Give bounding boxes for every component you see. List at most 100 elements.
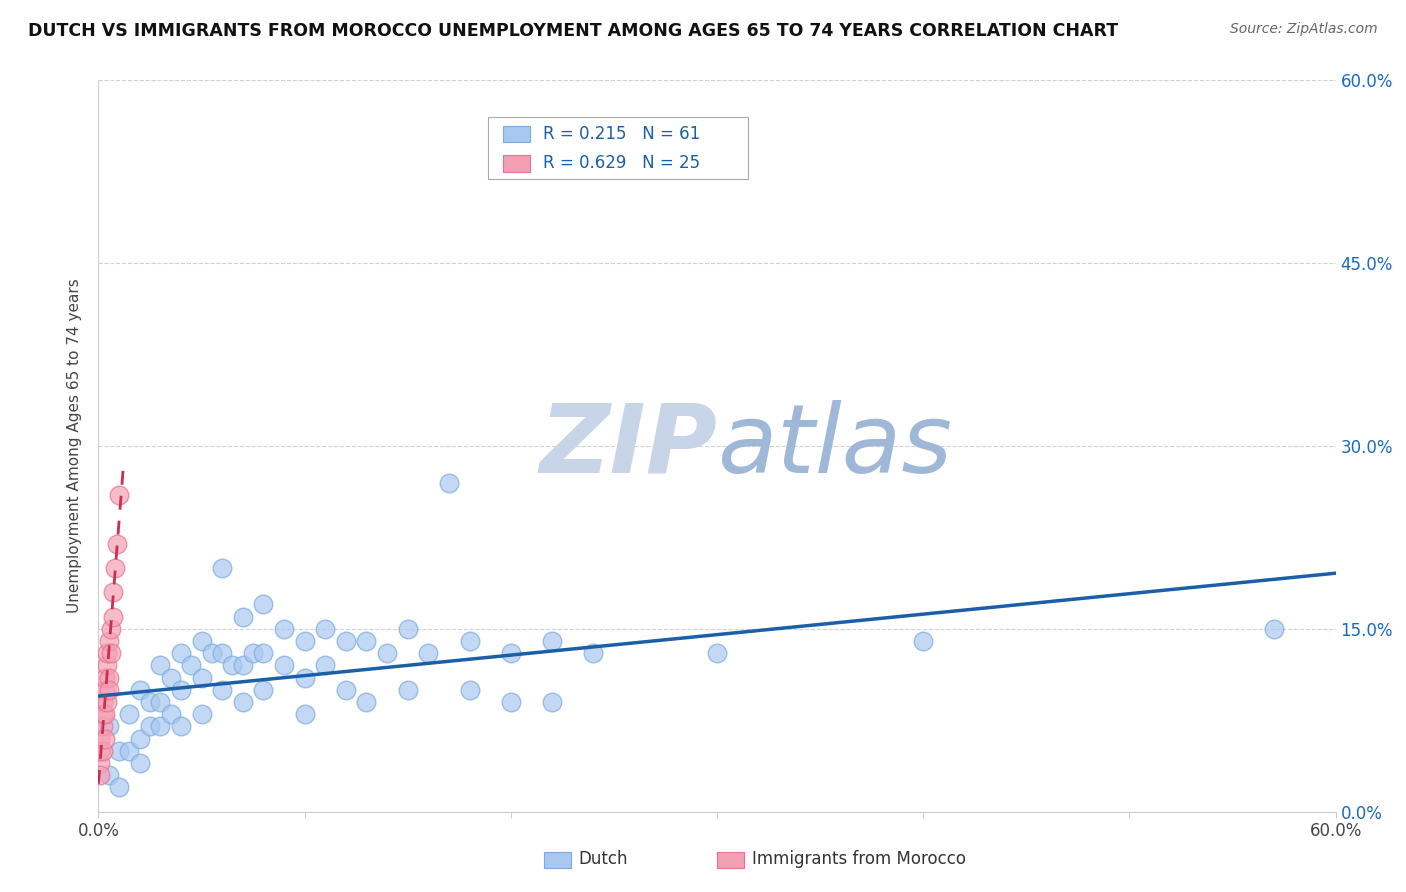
Point xyxy=(100,622,122,636)
Point xyxy=(159,707,181,722)
Point xyxy=(273,622,295,636)
Point xyxy=(104,561,127,575)
Point xyxy=(375,646,398,660)
Point xyxy=(89,744,111,758)
Point xyxy=(100,646,122,660)
Point xyxy=(458,634,481,648)
Point xyxy=(93,731,115,746)
Point xyxy=(118,707,141,722)
FancyBboxPatch shape xyxy=(488,117,748,179)
Point xyxy=(314,658,336,673)
Point xyxy=(294,707,316,722)
Bar xyxy=(503,155,530,171)
Point xyxy=(190,634,212,648)
Point xyxy=(458,682,481,697)
Point xyxy=(93,682,115,697)
Text: Source: ZipAtlas.com: Source: ZipAtlas.com xyxy=(1230,22,1378,37)
Point xyxy=(93,707,115,722)
Point xyxy=(97,719,120,733)
Point xyxy=(294,634,316,648)
Point xyxy=(128,731,150,746)
Point xyxy=(170,719,193,733)
Point xyxy=(273,658,295,673)
Point xyxy=(89,768,111,782)
Point xyxy=(252,682,274,697)
Point xyxy=(139,719,162,733)
Text: Immigrants from Morocco: Immigrants from Morocco xyxy=(752,850,966,868)
Point xyxy=(356,695,378,709)
Text: ZIP: ZIP xyxy=(538,400,717,492)
Y-axis label: Unemployment Among Ages 65 to 74 years: Unemployment Among Ages 65 to 74 years xyxy=(67,278,83,614)
Point xyxy=(294,671,316,685)
Point xyxy=(96,646,118,660)
Point xyxy=(89,731,111,746)
Point xyxy=(108,488,131,502)
Point xyxy=(170,682,193,697)
Point xyxy=(97,768,120,782)
Point xyxy=(335,634,357,648)
Point xyxy=(252,646,274,660)
Point xyxy=(96,695,118,709)
Point xyxy=(314,622,336,636)
Point xyxy=(232,695,254,709)
Point xyxy=(1263,622,1285,636)
Point xyxy=(201,646,224,660)
Text: atlas: atlas xyxy=(717,400,952,492)
Point xyxy=(252,598,274,612)
Point xyxy=(139,695,162,709)
Point xyxy=(97,682,120,697)
Point xyxy=(91,695,114,709)
Point xyxy=(128,682,150,697)
Point xyxy=(89,756,111,770)
Point xyxy=(149,719,172,733)
Point xyxy=(396,622,419,636)
Point xyxy=(232,609,254,624)
Point xyxy=(105,536,128,550)
Point xyxy=(97,671,120,685)
Point xyxy=(418,646,440,660)
Point xyxy=(912,634,935,648)
Point xyxy=(118,744,141,758)
Point xyxy=(180,658,202,673)
Point xyxy=(128,756,150,770)
Bar xyxy=(544,852,571,868)
Point xyxy=(499,646,522,660)
Point xyxy=(170,646,193,660)
Point xyxy=(706,646,728,660)
Point xyxy=(91,707,114,722)
Point xyxy=(190,707,212,722)
Point xyxy=(91,719,114,733)
Text: R = 0.215   N = 61: R = 0.215 N = 61 xyxy=(543,125,700,144)
Point xyxy=(499,695,522,709)
Text: DUTCH VS IMMIGRANTS FROM MOROCCO UNEMPLOYMENT AMONG AGES 65 TO 74 YEARS CORRELAT: DUTCH VS IMMIGRANTS FROM MOROCCO UNEMPLO… xyxy=(28,22,1118,40)
Point xyxy=(437,475,460,490)
Point xyxy=(211,561,233,575)
Point xyxy=(232,658,254,673)
Point xyxy=(101,609,124,624)
Point xyxy=(356,634,378,648)
Point xyxy=(242,646,264,660)
Point xyxy=(335,682,357,697)
Point xyxy=(96,658,118,673)
Point xyxy=(211,682,233,697)
Text: R = 0.629   N = 25: R = 0.629 N = 25 xyxy=(543,154,700,172)
Point xyxy=(582,646,605,660)
Point xyxy=(541,634,564,648)
Point xyxy=(97,634,120,648)
Point xyxy=(541,695,564,709)
Point xyxy=(108,780,131,795)
Point xyxy=(101,585,124,599)
Text: Dutch: Dutch xyxy=(578,850,628,868)
Point xyxy=(149,658,172,673)
Point xyxy=(93,671,115,685)
Point xyxy=(159,671,181,685)
Point xyxy=(91,744,114,758)
Point xyxy=(211,646,233,660)
Point xyxy=(396,682,419,697)
Point xyxy=(221,658,243,673)
Bar xyxy=(717,852,744,868)
Bar xyxy=(503,126,530,143)
Point xyxy=(149,695,172,709)
Point xyxy=(190,671,212,685)
Point xyxy=(108,744,131,758)
